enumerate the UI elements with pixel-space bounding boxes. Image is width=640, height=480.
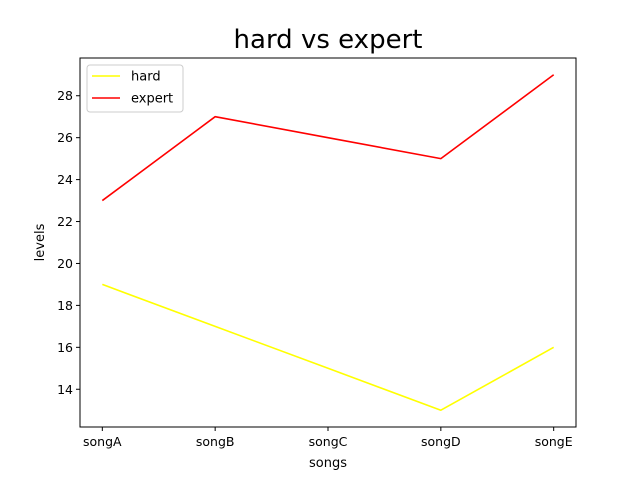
chart-title: hard vs expert [234, 25, 423, 55]
y-tick-label: 20 [57, 256, 73, 271]
y-tick-label: 16 [57, 340, 73, 355]
x-tick-label: songC [309, 434, 348, 449]
x-tick-label: songA [83, 434, 122, 449]
y-tick-label: 24 [57, 172, 73, 187]
y-tick-label: 18 [57, 298, 73, 313]
x-tick-label: songE [535, 434, 573, 449]
x-axis: songA songB songC songD songE [83, 427, 573, 449]
y-tick-label: 14 [57, 382, 73, 397]
legend-label-hard: hard [131, 70, 161, 85]
series-layer [101, 74, 555, 412]
y-axis: 14 16 18 20 22 24 26 28 [57, 88, 80, 397]
legend-label-expert: expert [131, 92, 173, 107]
series-line-expert [101, 74, 555, 202]
series-line-hard [102, 283, 555, 412]
x-axis-title: songs [309, 456, 347, 471]
y-axis-title: levels [33, 223, 48, 261]
y-tick-label: 22 [57, 214, 73, 229]
legend: hard expert [86, 64, 184, 113]
y-tick-label: 28 [57, 88, 73, 103]
x-tick-label: songD [421, 434, 461, 449]
legend-entries: hard expert [92, 70, 173, 107]
y-tick-label: 26 [57, 130, 73, 145]
x-tick-label: songB [196, 434, 235, 449]
